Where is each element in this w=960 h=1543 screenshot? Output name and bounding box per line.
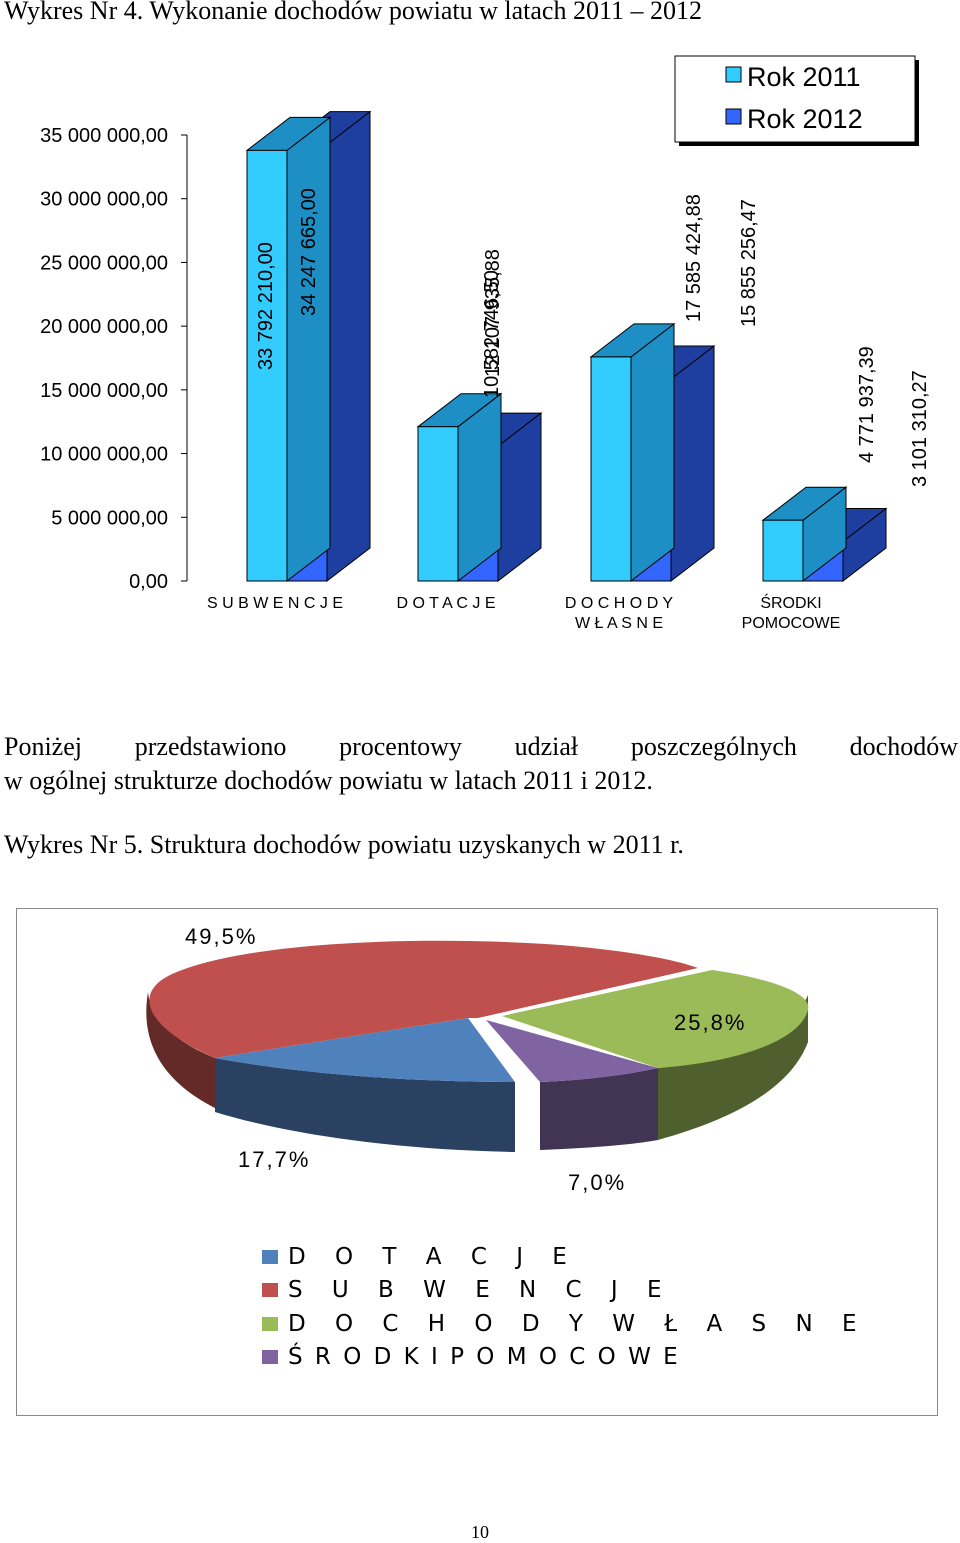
pie-slice-side xyxy=(146,992,215,1108)
bar-front-face xyxy=(246,149,288,582)
bar-side-face xyxy=(326,110,371,583)
bar-chart-legend: Rok 2011 Rok 2012 xyxy=(674,55,919,146)
pie-percent-label: 25,8% xyxy=(674,1010,746,1035)
category-label: ŚRODKI xyxy=(760,593,821,612)
bar-side-face xyxy=(670,344,715,583)
pie-slice-dotacje xyxy=(215,1018,515,1152)
pie-slice-dochody-wlasne xyxy=(502,970,809,1140)
category-label: POMOCOWE xyxy=(742,615,841,632)
paragraph-line-1: Poniżej przedstawiono procentowy udział … xyxy=(4,732,958,761)
bar-front-face xyxy=(762,519,804,582)
legend-swatch xyxy=(262,1249,278,1264)
bar-chart-axis xyxy=(181,134,188,582)
legend-swatch xyxy=(725,108,742,125)
legend-label: Rok 2011 xyxy=(747,62,861,92)
pie-slice-subwencje xyxy=(146,940,699,1108)
bar-value-label: 34 247 665,00 xyxy=(298,188,320,316)
category-label: D O T A C J E xyxy=(397,595,496,612)
pie-slice-srodki-pomocowe xyxy=(486,1020,658,1150)
legend-label: D O T A C J E xyxy=(288,1243,578,1270)
pie-legend-item: D O T A C J E xyxy=(262,1240,868,1274)
pie-chart-slices xyxy=(146,940,809,1152)
bar-chart-y-ticks: 0,00 5 000 000,00 10 000 000,00 15 000 000,… xyxy=(40,125,168,593)
bar-2011-0 xyxy=(245,116,332,583)
bar-value-label: 15 855 256,47 xyxy=(738,199,760,327)
bar-value-label: 3 101 310,27 xyxy=(909,370,931,487)
pie-slice-top xyxy=(486,1020,658,1082)
pie-legend-item: Ś R O D K I P O M O C O W E xyxy=(262,1341,868,1375)
pie-percent-label: 49,5% xyxy=(185,924,257,949)
y-tick-label: 5 000 000,00 xyxy=(51,507,168,529)
paragraph-line-2: w ogólnej strukturze dochodów powiatu w … xyxy=(4,766,653,795)
bar-value-label: 12 107 935,88 xyxy=(482,249,504,377)
y-tick-label: 30 000 000,00 xyxy=(40,189,168,211)
pie-legend-item: D O C H O D Y W Ł A S N E xyxy=(262,1307,868,1341)
category-label: W Ł A S N E xyxy=(575,615,663,632)
legend-swatch xyxy=(262,1283,278,1298)
pie-chart-labels: 49,5% 17,7% 25,8% 7,0% xyxy=(185,924,746,1195)
y-tick-label: 25 000 000,00 xyxy=(40,252,168,274)
pie-slice-top xyxy=(149,940,699,1058)
legend-label: D O C H O D Y W Ł A S N E xyxy=(288,1310,868,1337)
bar-front-face xyxy=(590,356,632,582)
pie-slice-side xyxy=(215,1058,515,1152)
category-label: D O C H O D Y xyxy=(565,595,673,612)
legend-label: Rok 2012 xyxy=(747,104,863,134)
chart2-heading: Wykres Nr 5. Struktura dochodów powiatu … xyxy=(4,830,684,859)
bar-side-face xyxy=(630,322,675,583)
legend-box xyxy=(674,55,916,143)
pie-slice-side xyxy=(658,995,808,1140)
pie-slice-side xyxy=(540,1068,658,1150)
legend-label: Ś R O D K I P O M O C O W E xyxy=(288,1344,681,1371)
legend-swatch xyxy=(262,1316,278,1331)
pie-percent-label: 7,0% xyxy=(568,1170,626,1195)
pie-percent-label: 17,7% xyxy=(238,1147,310,1172)
y-tick-label: 35 000 000,00 xyxy=(40,125,168,147)
bar-2011-3 xyxy=(761,486,848,583)
bar-chart-bars xyxy=(245,110,888,583)
pie-chart-frame xyxy=(16,908,938,1416)
bar-front-face xyxy=(417,426,459,582)
bar-chart-category-labels: S U B W E N C J E D O T A C J E D O C H O … xyxy=(207,593,840,632)
bar-chart-value-labels: 33 792 210,00 34 247 665,00 12 107 935,881… xyxy=(255,188,931,487)
legend-label: S U B W E N C J E xyxy=(288,1277,673,1304)
pie-chart: 49,5% 17,7% 25,8% 7,0% xyxy=(146,924,809,1195)
description-paragraph: Poniżej przedstawiono procentowy udział … xyxy=(4,730,958,798)
bar-2011-2 xyxy=(589,322,676,583)
category-label: S U B W E N C J E xyxy=(207,595,343,612)
bar-value-label: 4 771 937,39 xyxy=(856,346,878,463)
legend-swatch xyxy=(725,66,742,83)
pie-legend-item: S U B W E N C J E xyxy=(262,1274,868,1308)
pie-slice-top xyxy=(215,1018,515,1082)
y-tick-label: 15 000 000,00 xyxy=(40,380,168,402)
y-tick-label: 20 000 000,00 xyxy=(40,316,168,338)
bar-2011-1 xyxy=(416,392,503,583)
page-number: 10 xyxy=(471,1522,489,1542)
y-tick-label: 10 000 000,00 xyxy=(40,444,168,466)
y-tick-label: 0,00 xyxy=(129,571,168,593)
legend-swatch xyxy=(262,1350,278,1365)
bar-side-face xyxy=(286,116,331,583)
bar-chart: 0,00 5 000 000,00 10 000 000,00 15 000 000,… xyxy=(40,55,931,632)
bar-value-label: 10 582 746,50 xyxy=(481,270,503,398)
pie-chart-legend: D O T A C J E S U B W E N C J E D O C H O … xyxy=(262,1240,868,1374)
pie-slice-top xyxy=(502,970,809,1068)
bar-value-label: 33 792 210,00 xyxy=(255,242,277,370)
chart1-heading: Wykres Nr 4. Wykonanie dochodów powiatu … xyxy=(4,0,703,25)
bar-value-label: 17 585 424,88 xyxy=(683,194,705,322)
